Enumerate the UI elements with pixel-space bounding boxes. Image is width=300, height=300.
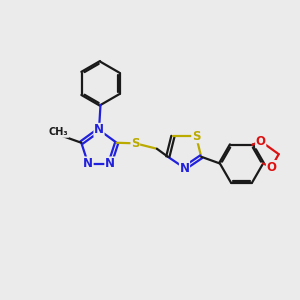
Text: S: S — [192, 130, 200, 143]
Text: N: N — [94, 123, 104, 136]
Text: N: N — [83, 157, 93, 170]
Text: S: S — [131, 137, 140, 150]
Text: N: N — [105, 157, 115, 170]
Text: CH₃: CH₃ — [49, 127, 69, 137]
Text: N: N — [179, 161, 190, 175]
Text: O: O — [266, 160, 277, 174]
Text: O: O — [256, 135, 266, 148]
